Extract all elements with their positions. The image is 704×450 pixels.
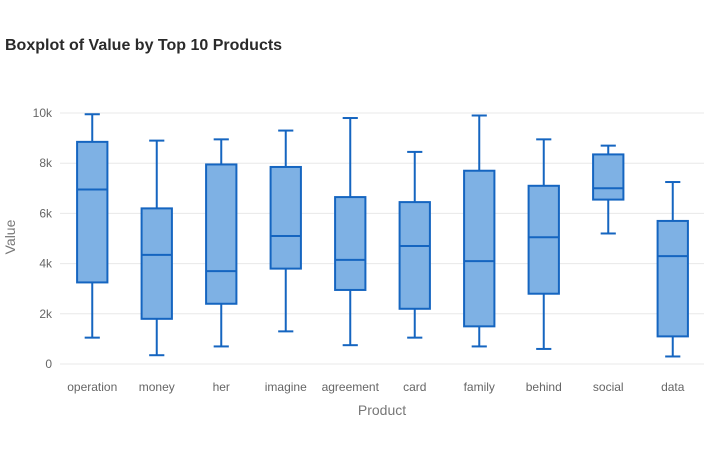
- y-tick-label: 0: [45, 357, 52, 371]
- box-social[interactable]: [592, 144, 625, 235]
- y-tick-label: 6k: [39, 206, 53, 220]
- box-behind[interactable]: [527, 138, 560, 350]
- iqr-box: [527, 184, 560, 295]
- box-agreement[interactable]: [334, 117, 367, 347]
- x-tick-label: her: [213, 380, 230, 394]
- x-tick-label: data: [661, 380, 685, 394]
- box-money[interactable]: [140, 139, 173, 357]
- iqr-box: [463, 169, 496, 328]
- y-axis-title: Value: [2, 219, 18, 254]
- box-her[interactable]: [205, 138, 238, 348]
- x-tick-label: social: [593, 380, 624, 394]
- iqr-box: [76, 140, 109, 284]
- y-tick-label: 2k: [39, 307, 53, 321]
- x-tick-label: agreement: [322, 380, 380, 394]
- y-tick-labels: 0 2k 4k 6k 8k 10k: [33, 106, 53, 371]
- y-tick-label: 10k: [33, 106, 53, 120]
- iqr-box: [592, 153, 625, 201]
- x-tick-label: behind: [526, 380, 562, 394]
- box-imagine[interactable]: [269, 129, 302, 333]
- chart-title: Boxplot of Value by Top 10 Products: [5, 37, 282, 54]
- x-tick-label: family: [464, 380, 495, 394]
- iqr-box: [656, 219, 689, 338]
- iqr-box: [334, 196, 367, 291]
- x-tick-label: money: [139, 380, 175, 394]
- x-tick-labels: operation money her imagine agreement card fam…: [67, 380, 685, 394]
- x-tick-label: imagine: [265, 380, 307, 394]
- box-card[interactable]: [398, 150, 431, 339]
- x-axis-title: Product: [358, 402, 406, 418]
- box-data[interactable]: [656, 181, 689, 358]
- box-operation[interactable]: [76, 113, 109, 339]
- x-tick-label: operation: [67, 380, 117, 394]
- x-tick-label: card: [403, 380, 426, 394]
- iqr-box: [398, 201, 431, 310]
- y-tick-label: 8k: [39, 156, 53, 170]
- iqr-box: [205, 163, 238, 305]
- box-family[interactable]: [463, 114, 496, 348]
- y-tick-label: 4k: [39, 257, 53, 271]
- iqr-box: [269, 165, 302, 270]
- iqr-box: [140, 207, 173, 320]
- box-series: [76, 113, 689, 358]
